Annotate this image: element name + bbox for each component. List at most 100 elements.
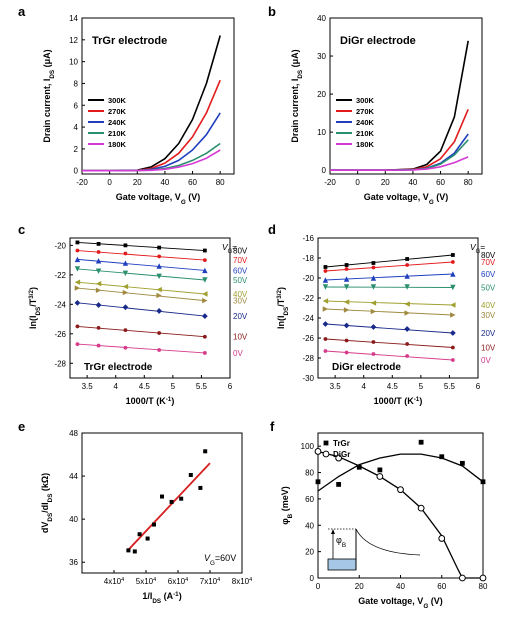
data-point — [132, 549, 137, 554]
fit-line-50V — [325, 286, 453, 288]
y-tick-label: 0 — [310, 574, 315, 583]
x-axis-label: Gate voltage, VG (V) — [358, 596, 442, 610]
legend-label: DiGr — [333, 450, 350, 459]
x-tick-label: 60 — [436, 178, 445, 187]
series-label-0V: 0V — [233, 349, 243, 358]
x-axis-label: 1/IDS (A-1) — [142, 591, 181, 605]
x-tick-label: 20 — [381, 178, 390, 187]
x-tick-label: 0 — [355, 178, 360, 187]
y-tick-label: 4 — [74, 123, 79, 132]
data-point — [450, 358, 455, 362]
data-point — [202, 248, 207, 253]
data-point — [439, 454, 445, 460]
data-point — [75, 342, 80, 347]
x-tick-label: 40 — [396, 582, 405, 591]
panel-label: c — [18, 222, 25, 237]
y-axis-label: Drain current, IDS (μA) — [290, 49, 304, 142]
y-tick-label: -24 — [302, 314, 314, 323]
panel-e: e 4x104 5x104 6x104 7x104 8x104 36 40 44 48 1/IDS … — [18, 419, 252, 605]
data-point — [202, 291, 208, 297]
data-point — [377, 467, 383, 473]
y-tick-label: 36 — [69, 558, 78, 567]
y-tick-label: 100 — [301, 442, 315, 451]
y-tick-label: 12 — [69, 36, 78, 45]
x-tick-label: 5.5 — [196, 382, 208, 391]
data-point — [122, 304, 129, 311]
x-tick-label: 8x104 — [232, 577, 252, 586]
data-point — [370, 324, 377, 330]
panel-f: f 0 20 40 60 80 0 20 40 60 80 100 Gate voltage, VG (… — [270, 419, 488, 610]
y-tick-label: -28 — [302, 354, 314, 363]
data-point — [152, 522, 156, 527]
y-tick-label: 40 — [305, 521, 314, 530]
data-point — [315, 479, 321, 485]
y-tick-label: 40 — [69, 515, 78, 524]
y-tick-label: -20 — [302, 274, 314, 283]
legend-label: 300K — [356, 96, 375, 105]
data-point — [95, 302, 102, 308]
data-point — [95, 268, 102, 274]
data-point — [370, 275, 377, 281]
data-point — [371, 265, 376, 270]
inset-metal-band — [327, 558, 357, 571]
y-tick-label: -26 — [54, 330, 66, 339]
series-label-40V: 40V — [233, 290, 248, 299]
y-axis-label: ln(IDS/T3/2) — [28, 287, 42, 329]
y-tick-label: 0 — [322, 166, 327, 175]
data-point — [323, 337, 328, 341]
data-point — [179, 496, 184, 501]
x-tick-label: 4x104 — [104, 577, 124, 586]
data-point — [397, 486, 404, 494]
fit-line-40V — [325, 300, 453, 306]
inset-arrow-head — [331, 529, 335, 534]
x-tick-label: 6 — [476, 382, 481, 391]
x-tick-label: 0 — [316, 582, 321, 591]
y-tick-label: 20 — [317, 90, 326, 99]
legend-label: 270K — [356, 107, 375, 116]
panel-label: a — [18, 4, 26, 19]
x-tick-label: 4.5 — [387, 382, 399, 391]
data-point — [450, 253, 455, 257]
data-point — [343, 284, 350, 290]
y-tick-label: 80 — [305, 469, 314, 478]
data-point — [450, 271, 456, 277]
y-tick-label: -22 — [54, 271, 66, 280]
curve-TrGr — [317, 453, 484, 492]
inset-title: TrGr electrode — [84, 362, 153, 373]
fit-line-60V — [325, 273, 453, 281]
data-point — [404, 273, 410, 279]
y-tick-label: 8 — [74, 79, 79, 88]
series-label-20V: 20V — [233, 312, 248, 321]
data-point — [322, 284, 329, 290]
fit-line-10V — [77, 325, 205, 338]
y-axis-label: ln(IDS/T3/2) — [276, 287, 290, 329]
y-tick-label: 60 — [305, 495, 314, 504]
data-point — [122, 283, 129, 290]
series-label-80V: 80V — [233, 247, 248, 256]
data-point — [417, 504, 425, 512]
y-tick-label: 6 — [74, 101, 79, 110]
data-point — [370, 300, 377, 306]
data-point — [123, 243, 128, 248]
x-axis-label: Gate voltage, VG (V) — [116, 192, 200, 206]
data-point — [336, 482, 342, 487]
data-point — [74, 285, 81, 291]
x-tick-label: 20 — [355, 582, 364, 591]
data-point — [371, 261, 376, 265]
fit-line-10V — [325, 338, 453, 348]
y-tick-label: -20 — [54, 241, 66, 250]
data-point — [202, 334, 207, 339]
data-point — [404, 301, 410, 307]
data-point — [95, 280, 102, 287]
data-point — [344, 338, 349, 343]
y-tick-label: -28 — [54, 359, 66, 368]
data-point — [450, 302, 456, 308]
panel-label: f — [270, 419, 275, 434]
panel-d: d 3.5 4 4.5 5 5.5 6 -16 -18 -20 -22 -24 -26 -28 -30 100… — [268, 222, 496, 406]
data-point — [458, 574, 466, 582]
data-point — [404, 284, 410, 290]
data-point — [371, 340, 376, 344]
y-tick-label: -16 — [302, 234, 314, 243]
legend-label: 240K — [356, 118, 375, 127]
x-tick-label: 0 — [107, 178, 112, 187]
